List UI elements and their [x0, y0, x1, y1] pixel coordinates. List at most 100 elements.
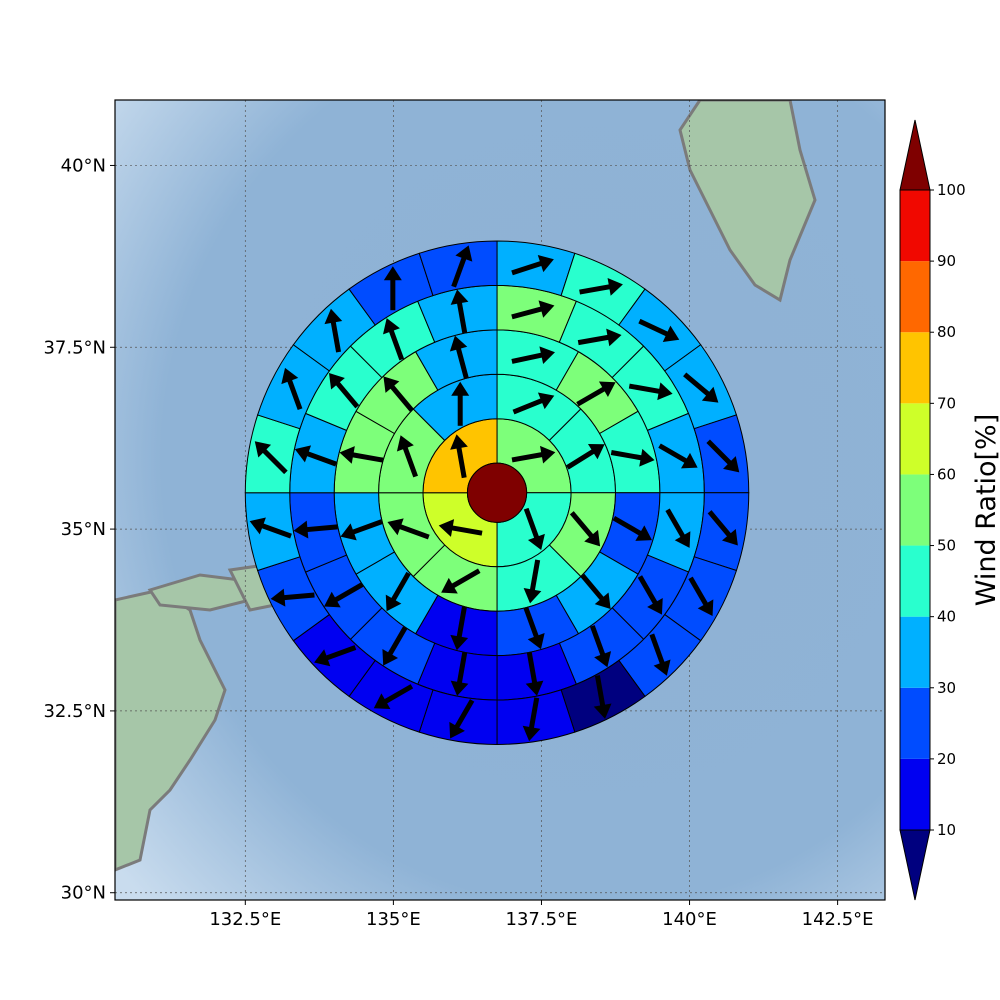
colorbar-tick-label: 70 [937, 394, 956, 412]
colorbar-frame [899, 189, 931, 831]
wind-arrow-head [314, 649, 331, 667]
wind-arrow-shaft [512, 396, 548, 415]
wind-arrow-head [598, 381, 616, 398]
wind-arrow-shaft [589, 625, 608, 661]
wind-arrow-head [383, 266, 402, 281]
wind-arrow [580, 573, 611, 610]
wind-arrow-head [449, 335, 468, 352]
wind-arrow-shaft [579, 283, 616, 295]
wind-arrow [293, 520, 338, 539]
wind-arrow-shaft [454, 342, 469, 379]
y-axis-ticks: 30°N 32.5°N 35°N 37.5°N 40°N [43, 155, 115, 904]
wind-arrow [449, 699, 475, 739]
wind-arrow-head [594, 592, 611, 610]
wind-arrow-head [662, 325, 680, 342]
x-tick-label: 137.5°E [506, 909, 578, 930]
colorbar-tick-label: 90 [937, 252, 956, 270]
wind-arrow-head [396, 435, 414, 452]
wind-arrow-head [385, 594, 402, 612]
wind-arrow [254, 441, 288, 475]
wind-arrow-head [635, 525, 652, 541]
wind-arrow-head [451, 381, 470, 396]
x-tick-label: 132.5°E [209, 909, 281, 930]
wind-arrow-shaft [523, 607, 541, 643]
wind-arrow-shaft [258, 445, 288, 475]
wind-arrow-head [383, 318, 400, 335]
wind-arrow-head [324, 591, 341, 608]
wind-arrow-shaft [628, 383, 666, 395]
wind-arrow [593, 675, 612, 719]
colorbar-swatch [900, 474, 930, 546]
wind-arrow [569, 511, 601, 547]
wind-arrow [249, 517, 292, 539]
wind-arrow-head [606, 328, 622, 347]
wind-arrow-head [527, 533, 545, 551]
colorbar-swatch [900, 545, 930, 617]
wind-arrow-head [294, 445, 312, 463]
y-tick-label: 30°N [61, 883, 106, 904]
wind-arrow-shaft [456, 652, 468, 689]
wind-arrow [451, 245, 473, 288]
wind-arrow [450, 652, 469, 696]
wind-arrow [314, 645, 357, 667]
wind-arrow [576, 381, 616, 407]
wind-arrow [522, 697, 541, 742]
wind-arrow-head [450, 289, 469, 305]
colorbar-swatch [900, 758, 930, 830]
wind-arrow [294, 445, 338, 467]
wind-arrow [523, 507, 545, 551]
wind-arrow [707, 510, 738, 546]
wind-arrow-head [387, 518, 404, 536]
wind-arrow [565, 444, 605, 470]
colorbar-label: Wind Ratio[%] [971, 414, 1000, 606]
wind-arrow-head [540, 445, 556, 464]
land-layer [115, 100, 817, 872]
wind-arrow [706, 439, 740, 473]
wind-arrow-head [697, 599, 714, 616]
wind-arrow-shaft [455, 606, 467, 643]
wind-arrow [683, 372, 719, 403]
wind-arrow-shaft [580, 573, 608, 605]
colorbar-swatch [900, 616, 930, 688]
wind-arrow [628, 382, 673, 401]
wind-arrow [658, 443, 698, 469]
wind-arrow-shaft [706, 439, 736, 469]
wind-arrow-head [270, 588, 286, 607]
wind-arrow [270, 588, 315, 607]
x-tick-label: 142.5°E [802, 909, 874, 930]
wind-arrow [383, 266, 402, 311]
colorbar-tick-label: 60 [937, 465, 956, 483]
wind-arrow [324, 582, 364, 608]
wind-arrow [451, 381, 470, 426]
wind-arrow-head [450, 434, 468, 450]
colorbar-tick-label: 20 [937, 750, 956, 768]
center-cell [466, 462, 528, 523]
wind-arrow-head [647, 597, 663, 615]
wind-arrow [339, 446, 384, 464]
wind-arrow [396, 435, 418, 478]
y-tick-label: 37.5°N [43, 337, 106, 358]
wind-arrow-shaft [528, 697, 540, 734]
wind-arrow-shaft [386, 380, 414, 412]
wind-arrow [340, 519, 383, 541]
colorbar-swatch [900, 403, 930, 475]
wind-arrow [450, 434, 468, 479]
map-panel [115, 100, 885, 900]
x-tick-label: 135°E [366, 909, 421, 930]
wind-arrow-head [537, 255, 554, 273]
wind-arrow-shaft [526, 652, 539, 689]
wind-arrow [449, 335, 469, 379]
colorbar-swatch [900, 332, 930, 404]
wind-arrow [637, 575, 663, 615]
wind-arrow [610, 448, 655, 467]
map-frame [114, 99, 886, 901]
wind-arrow-shaft [688, 576, 711, 611]
x-tick-label: 140°E [662, 909, 717, 930]
y-tick-label: 40°N [61, 155, 106, 176]
arrow-layer [249, 245, 740, 742]
wind-arrow-shaft [347, 519, 383, 537]
wind-arrow-head [537, 392, 555, 410]
wind-arrow [638, 318, 680, 342]
wind-arrow [450, 289, 469, 334]
